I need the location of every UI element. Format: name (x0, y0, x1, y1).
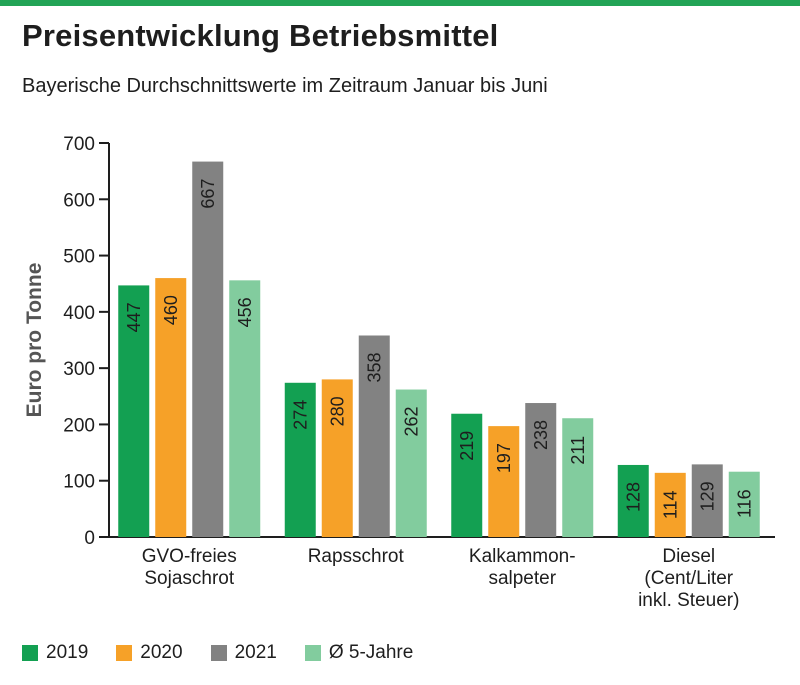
data-label: 456 (235, 297, 255, 327)
bar (321, 379, 353, 537)
bar (728, 471, 760, 537)
bar (617, 464, 649, 537)
y-tick-label: 400 (63, 303, 95, 324)
bar (118, 285, 150, 537)
data-label: 460 (161, 295, 181, 325)
category-label: Kalkammon- (469, 546, 576, 567)
legend-item: 2019 (22, 642, 88, 664)
category-label: Sojaschrot (144, 568, 234, 589)
category-label: (Cent/Liter (644, 568, 733, 589)
data-label: 280 (327, 396, 347, 426)
bar (155, 278, 187, 537)
legend: 2019 2020 2021 Ø 5-Jahre (22, 642, 441, 664)
category-label: salpeter (488, 568, 556, 589)
data-label: 262 (401, 407, 421, 437)
y-tick-label: 300 (63, 359, 95, 380)
category-label: Rapsschrot (308, 546, 405, 567)
y-tick-label: 500 (63, 247, 95, 268)
bar (358, 335, 390, 537)
bar (691, 464, 723, 537)
category-label: Diesel (662, 546, 715, 567)
bar (525, 403, 557, 537)
top-accent-bar (0, 0, 800, 6)
bar (562, 418, 594, 537)
category-label: GVO-freies (142, 546, 237, 567)
bar (395, 389, 427, 537)
legend-item: Ø 5-Jahre (304, 642, 414, 664)
chart-title: Preisentwicklung Betriebsmittel (22, 18, 499, 53)
data-label: 358 (364, 352, 384, 382)
legend-label: 2021 (234, 642, 277, 663)
y-tick-label: 200 (63, 415, 95, 436)
legend-item: 2020 (116, 642, 183, 664)
legend-swatch (304, 645, 321, 661)
data-label: 129 (697, 481, 717, 511)
data-label: 128 (623, 482, 643, 512)
bar (192, 161, 224, 537)
legend-swatch (116, 645, 133, 661)
bar (284, 382, 316, 537)
data-label: 447 (124, 302, 144, 332)
bar (654, 472, 686, 537)
legend-swatch (210, 645, 227, 661)
y-tick-label: 700 (63, 134, 95, 155)
y-tick-label: 600 (63, 190, 95, 211)
data-label: 219 (457, 431, 477, 461)
legend-item: 2021 (210, 642, 277, 664)
data-label: 238 (531, 420, 551, 450)
data-label: 274 (290, 400, 310, 430)
legend-label: Ø 5-Jahre (328, 642, 414, 663)
legend-label: 2019 (46, 642, 89, 663)
legend-label: 2020 (140, 642, 183, 663)
data-label: 114 (660, 490, 680, 519)
chart-subtitle: Bayerische Durchschnittswerte im Zeitrau… (22, 75, 548, 97)
bar (451, 413, 483, 537)
legend-swatch (22, 645, 38, 661)
data-label: 116 (734, 489, 754, 518)
y-axis-label: Euro pro Tonne (23, 263, 46, 418)
data-label: 211 (568, 436, 588, 465)
bar (488, 426, 520, 537)
data-label: 197 (494, 443, 514, 473)
y-tick-label: 100 (63, 472, 95, 493)
bar (229, 280, 261, 537)
y-tick-label: 0 (84, 528, 95, 549)
data-label: 667 (198, 179, 218, 209)
bar-chart: 0 100 200 300 400 500 600 700 Euro pro Tonne 447 4… (23, 134, 775, 611)
category-label: inkl. Steuer) (638, 590, 739, 611)
